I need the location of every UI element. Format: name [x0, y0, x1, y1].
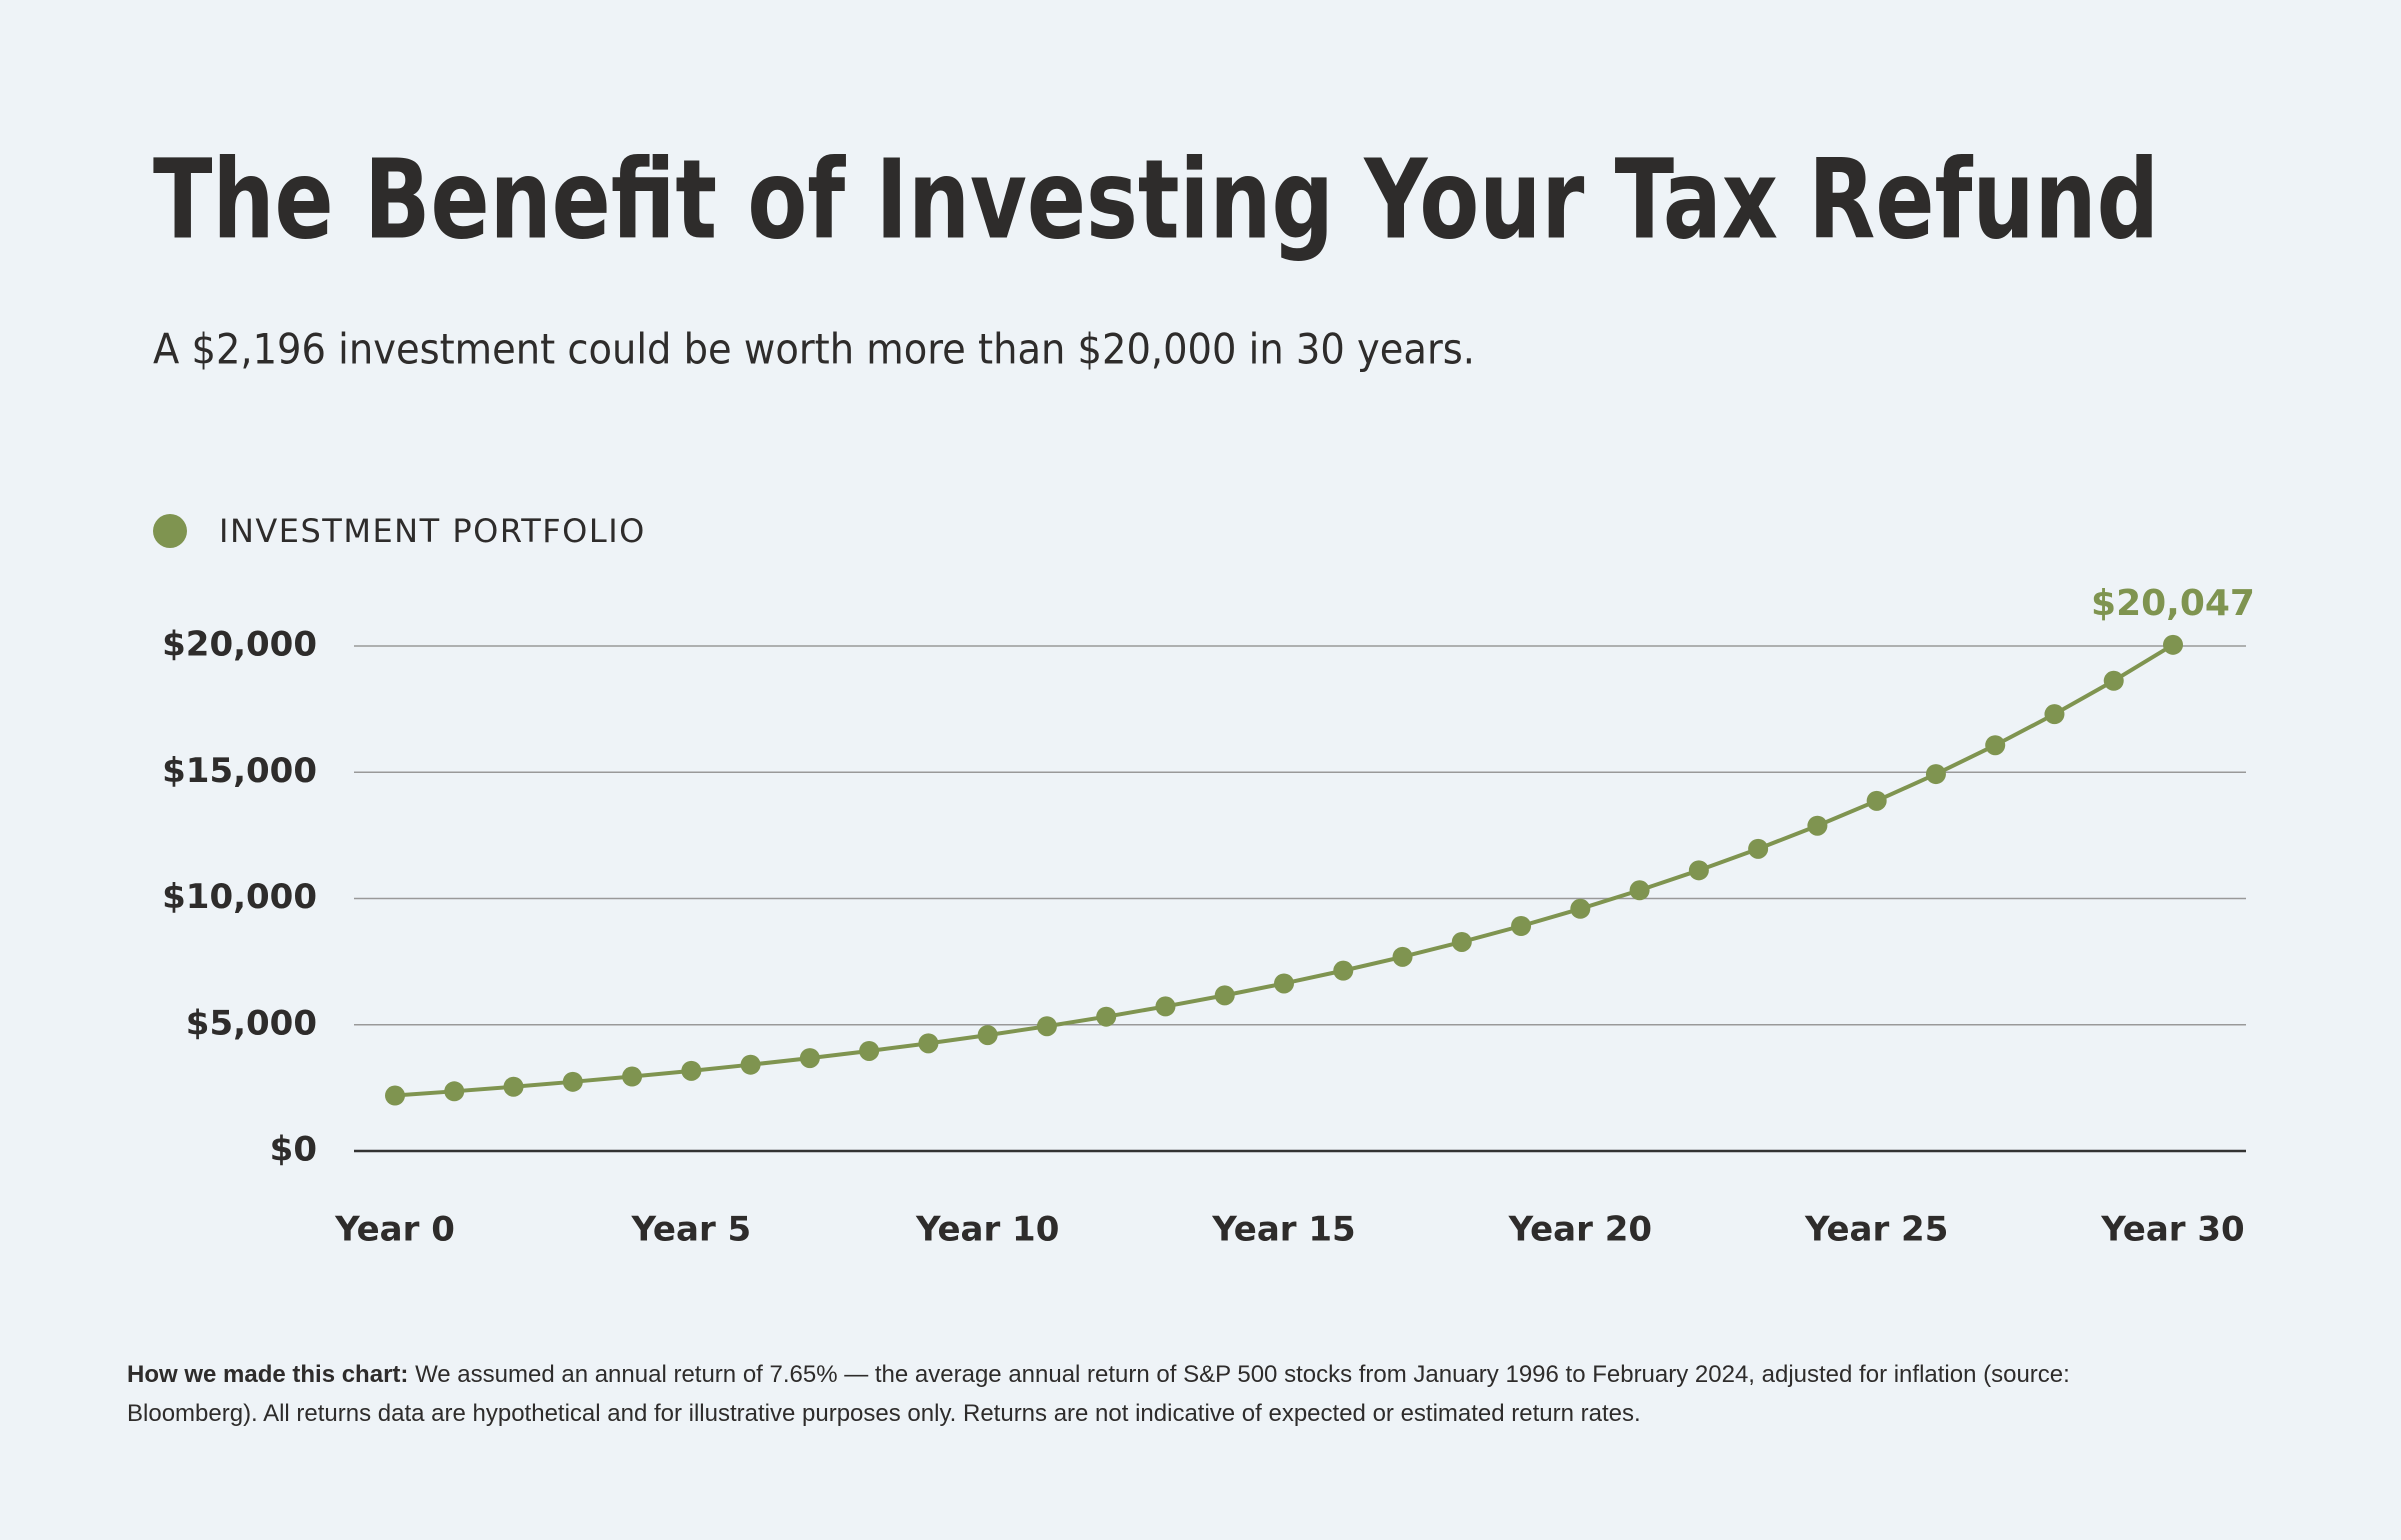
y-tick-label: $20,000 [162, 625, 317, 665]
x-tick-label: Year 15 [1211, 1210, 1355, 1250]
data-point [385, 1085, 405, 1106]
data-point [1688, 860, 1709, 881]
x-tick-label: Year 25 [1804, 1210, 1948, 1250]
x-tick-label: Year 20 [1508, 1210, 1652, 1250]
legend-marker [153, 514, 187, 548]
data-point [1748, 838, 1769, 859]
series-line [394, 643, 2175, 1098]
data-point [1036, 1016, 1057, 1037]
data-point [799, 1048, 820, 1069]
data-point [918, 1033, 939, 1054]
data-point [977, 1025, 998, 1046]
data-point [2163, 634, 2183, 655]
data-point [1807, 815, 1828, 836]
x-tick-label: Year 30 [2100, 1210, 2244, 1250]
data-point [1096, 1006, 1117, 1027]
data-point [740, 1054, 761, 1075]
data-point [1629, 880, 1650, 901]
footnote: How we made this chart: We assumed an an… [127, 1355, 2127, 1433]
legend-label: INVESTMENT PORTFOLIO [219, 512, 646, 550]
data-label: $20,047 [2091, 583, 2255, 624]
y-tick-label: $15,000 [162, 751, 317, 791]
y-tick-label: $0 [270, 1130, 317, 1170]
footnote-text: We assumed an annual return of 7.65% — t… [127, 1361, 2070, 1427]
y-tick-label: $10,000 [162, 877, 317, 917]
data-point [503, 1076, 524, 1097]
footnote-label: How we made this chart: [127, 1361, 409, 1388]
data-point [562, 1071, 583, 1092]
data-point [622, 1066, 643, 1087]
data-point [444, 1081, 465, 1102]
data-point [1333, 960, 1354, 981]
data-point [1985, 735, 2006, 756]
data-point [2103, 670, 2124, 691]
data-point [1155, 996, 1176, 1017]
data-point [1214, 985, 1235, 1006]
data-point [1570, 898, 1591, 919]
x-tick-label: Year 0 [334, 1210, 455, 1250]
data-point [859, 1040, 880, 1061]
chart-title: The Benefit of Investing Your Tax Refund [153, 135, 2159, 263]
data-point [1866, 790, 1887, 811]
data-point [1392, 946, 1413, 967]
data-point [1451, 931, 1472, 952]
data-point [1511, 915, 1532, 936]
y-tick-label: $5,000 [186, 1003, 317, 1043]
chart-subtitle: A $2,196 investment could be worth more … [153, 325, 1475, 374]
x-tick-label: Year 10 [915, 1210, 1059, 1250]
data-point [1925, 764, 1946, 785]
data-point [2044, 704, 2065, 725]
x-tick-label: Year 5 [630, 1210, 751, 1250]
data-point [681, 1060, 702, 1081]
data-point [1274, 973, 1294, 994]
